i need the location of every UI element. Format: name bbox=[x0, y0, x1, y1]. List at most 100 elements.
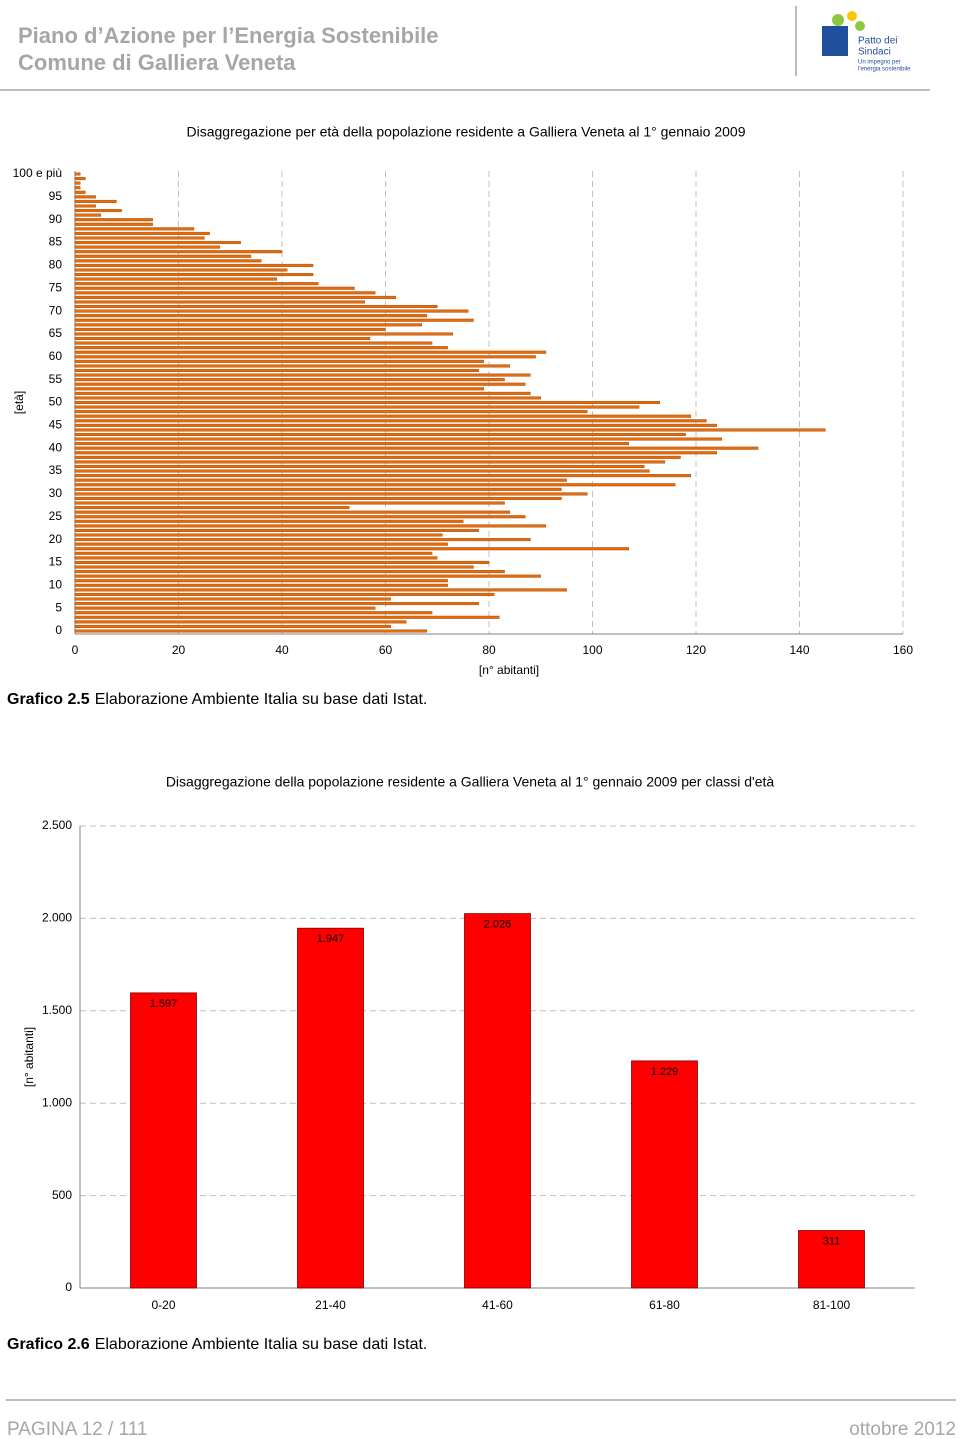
bar bbox=[74, 556, 438, 560]
y-tick-label: 100 e più bbox=[13, 166, 62, 180]
bar bbox=[74, 565, 474, 569]
bar bbox=[74, 496, 562, 500]
bar bbox=[74, 218, 153, 222]
bar bbox=[74, 464, 645, 468]
value-label: 1.947 bbox=[317, 933, 345, 945]
bar bbox=[74, 483, 676, 487]
bar bbox=[297, 927, 364, 1289]
bar bbox=[74, 273, 314, 277]
caption: Grafico 2.6 Elaborazione Ambiente Italia … bbox=[7, 1336, 427, 1353]
bar bbox=[74, 346, 448, 350]
logo-name: Sindaci bbox=[858, 47, 891, 58]
value-label: 1.229 bbox=[651, 1066, 679, 1078]
caption-label: Grafico 2.6 bbox=[7, 1336, 90, 1353]
x-tick-label: 0-20 bbox=[151, 1298, 175, 1312]
y-tick-label: 5 bbox=[55, 600, 62, 614]
bar bbox=[74, 446, 759, 450]
y-tick-label: 80 bbox=[49, 258, 63, 272]
bar bbox=[74, 501, 505, 505]
y-tick-label: 15 bbox=[49, 555, 63, 569]
bar bbox=[74, 177, 86, 181]
bar bbox=[74, 419, 707, 423]
x-tick-label: 160 bbox=[893, 643, 913, 657]
bar bbox=[74, 410, 588, 414]
bar bbox=[130, 992, 197, 1289]
bar bbox=[74, 199, 117, 203]
bar bbox=[74, 560, 490, 564]
y-tick-label: 25 bbox=[49, 509, 63, 523]
bar bbox=[74, 286, 355, 290]
bar bbox=[74, 474, 692, 478]
bar bbox=[74, 337, 371, 341]
header-title: Piano d’Azione per l’Energia Sostenibile bbox=[18, 23, 439, 48]
bar bbox=[74, 455, 681, 459]
bar bbox=[74, 250, 283, 254]
bar bbox=[74, 583, 448, 587]
bar bbox=[74, 592, 495, 596]
bar bbox=[74, 620, 407, 624]
bar bbox=[74, 442, 629, 446]
bar bbox=[74, 401, 660, 405]
bar bbox=[631, 1060, 698, 1289]
bar bbox=[74, 231, 210, 235]
bar bbox=[74, 460, 666, 464]
bar bbox=[74, 222, 153, 226]
bar bbox=[74, 268, 288, 272]
bar bbox=[74, 629, 428, 633]
bar bbox=[74, 209, 122, 213]
bar bbox=[74, 437, 723, 441]
value-label: 2.026 bbox=[484, 919, 512, 931]
bar bbox=[74, 350, 547, 354]
bar bbox=[74, 213, 102, 217]
bar bbox=[74, 190, 86, 194]
y-tick-label: 35 bbox=[49, 463, 63, 477]
logo-leaf bbox=[847, 11, 857, 21]
bar bbox=[464, 913, 531, 1289]
y-tick-label: 1.500 bbox=[42, 1003, 72, 1017]
x-tick-label: 120 bbox=[686, 643, 706, 657]
chart-title: Disaggregazione della popolazione reside… bbox=[166, 774, 775, 790]
bar bbox=[74, 300, 365, 304]
bar bbox=[74, 378, 505, 382]
y-axis-label: [età] bbox=[12, 391, 26, 414]
bar bbox=[74, 487, 562, 491]
bar bbox=[74, 387, 485, 391]
caption-text: Elaborazione Ambiente Italia su base dat… bbox=[95, 1336, 428, 1353]
logo-leaf bbox=[832, 14, 844, 26]
y-tick-label: 1.000 bbox=[42, 1095, 72, 1109]
bar bbox=[74, 245, 221, 249]
y-axis-label: [n° abitanti] bbox=[22, 1027, 36, 1087]
bar bbox=[74, 478, 567, 482]
bar bbox=[74, 542, 448, 546]
bar bbox=[74, 597, 391, 601]
bar bbox=[74, 295, 397, 299]
bar bbox=[74, 469, 650, 473]
bar bbox=[74, 414, 692, 418]
y-tick-label: 85 bbox=[49, 235, 63, 249]
bar bbox=[74, 327, 386, 331]
bar bbox=[74, 305, 438, 309]
bar bbox=[74, 373, 531, 377]
bar bbox=[74, 510, 510, 514]
bar bbox=[74, 263, 314, 267]
bar bbox=[74, 309, 469, 313]
value-label: 311 bbox=[823, 1235, 841, 1247]
bar bbox=[74, 227, 195, 231]
x-tick-label: 20 bbox=[172, 643, 186, 657]
bar bbox=[74, 364, 510, 368]
y-tick-label: 0 bbox=[65, 1280, 72, 1294]
caption-text: Elaborazione Ambiente Italia su base dat… bbox=[95, 691, 428, 708]
bar bbox=[74, 186, 81, 190]
y-tick-label: 10 bbox=[49, 577, 63, 591]
bar bbox=[74, 355, 536, 359]
x-tick-label: 40 bbox=[275, 643, 289, 657]
x-axis-label: [n° abitanti] bbox=[479, 663, 539, 677]
bar bbox=[74, 432, 686, 436]
x-tick-label: 41-60 bbox=[482, 1298, 513, 1312]
bar bbox=[798, 1230, 865, 1289]
y-tick-label: 70 bbox=[49, 303, 63, 317]
bar bbox=[74, 611, 433, 615]
bar bbox=[74, 382, 526, 386]
bar bbox=[74, 451, 717, 455]
